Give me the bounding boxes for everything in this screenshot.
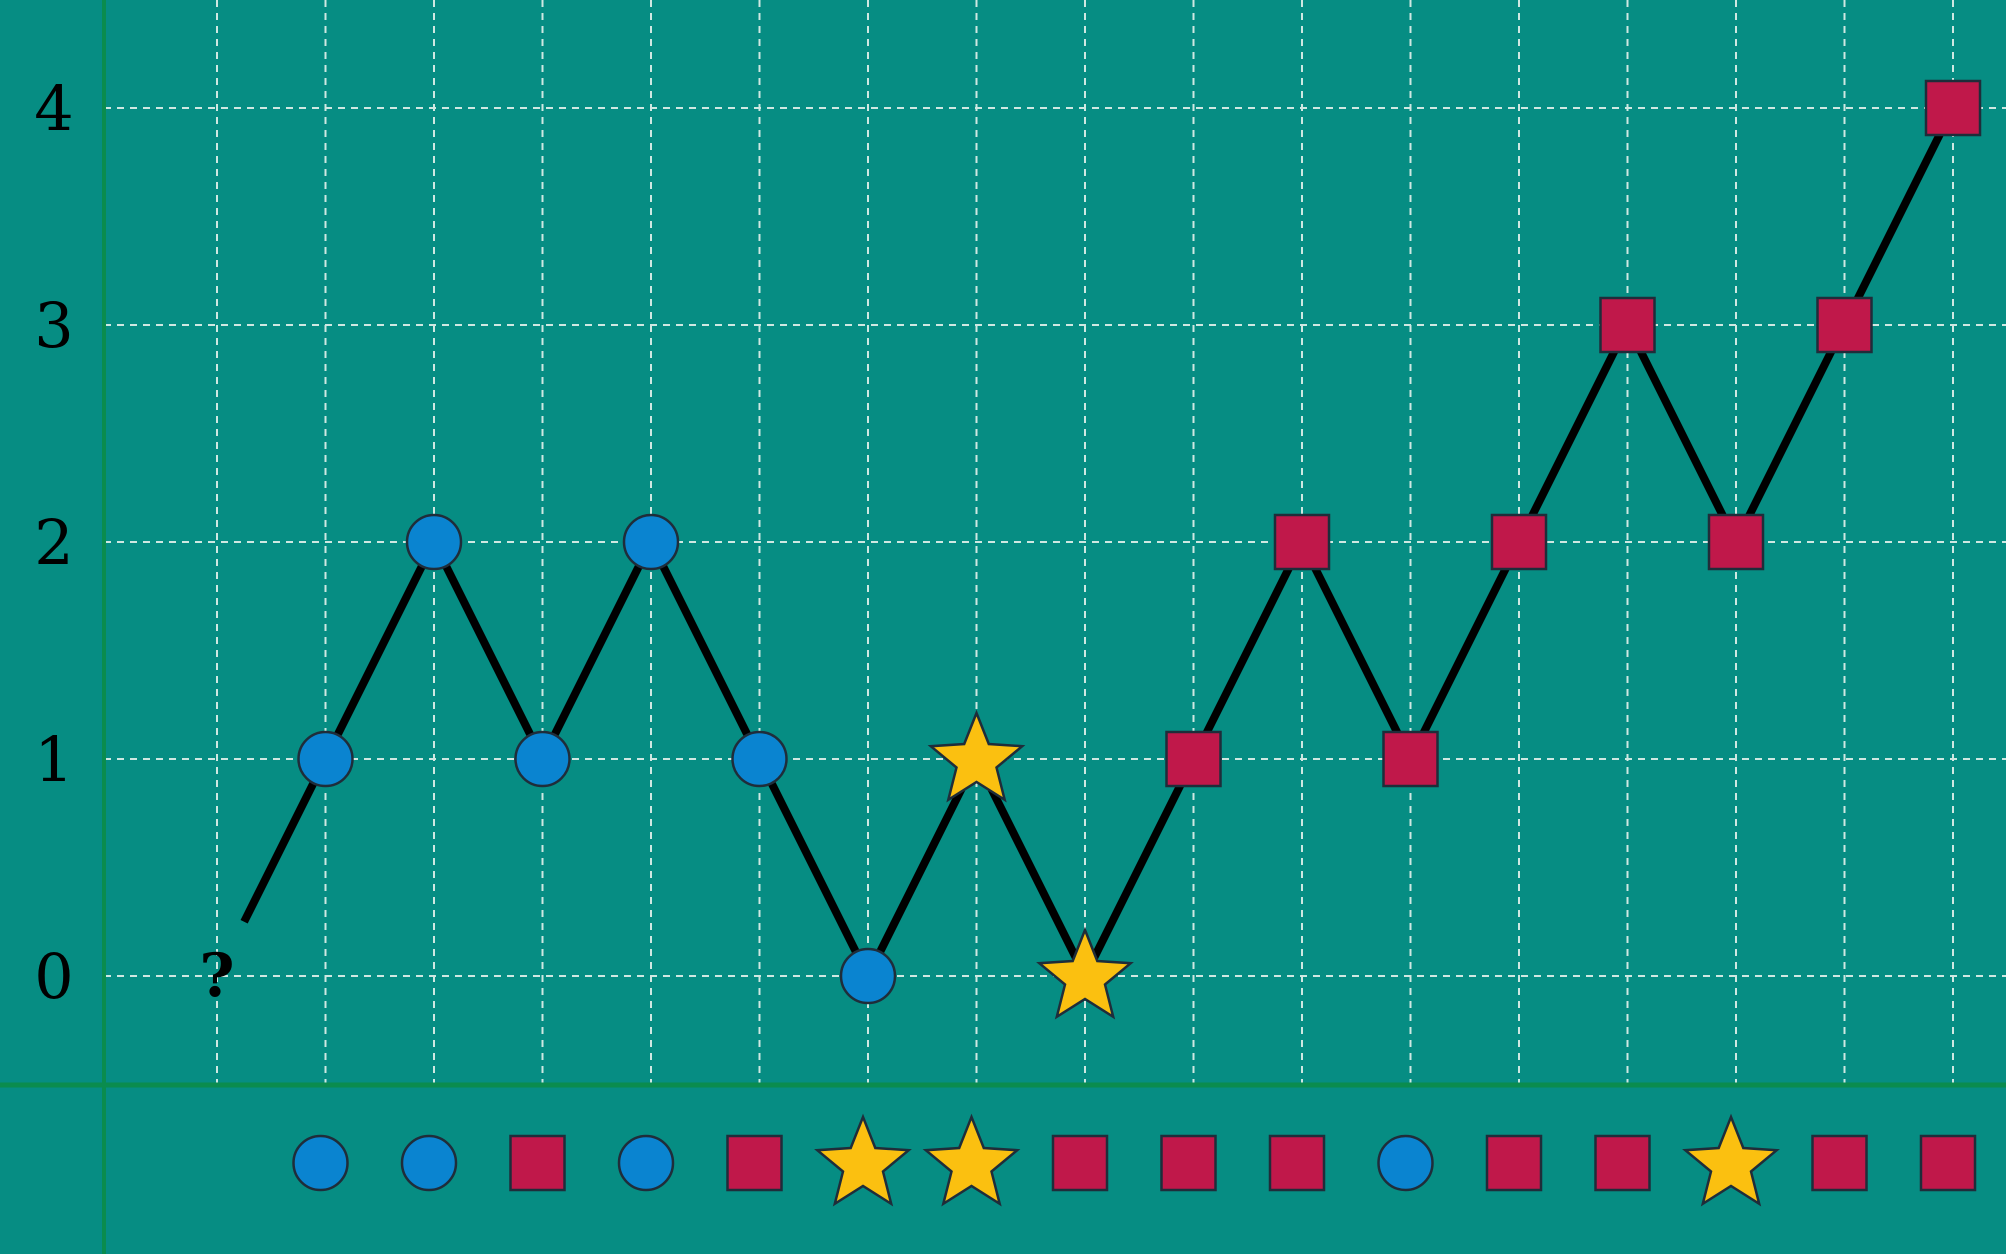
sequence-item-star (814, 1113, 912, 1207)
path-marker-square (1924, 79, 1982, 137)
y-tick-label: 2 (34, 506, 73, 579)
y-tick-labels: 0 1 2 3 4 (34, 72, 73, 1013)
sequence-item-star (1682, 1113, 1780, 1207)
y-tick-label: 3 (34, 289, 73, 362)
sequence-item-square (1051, 1134, 1109, 1192)
sequence-item-square (1811, 1134, 1868, 1192)
sequence-item-square (509, 1134, 566, 1192)
sequence-item-circle (617, 1134, 675, 1192)
sequence-item-circle (400, 1134, 458, 1192)
unknown-start-marker: ? (199, 941, 234, 1011)
sequence-item-square (726, 1134, 783, 1192)
path-marker-square (1816, 296, 1873, 354)
path-marker-circle (731, 730, 788, 788)
sequence-item-circle (292, 1134, 349, 1192)
y-tick-label: 0 (34, 940, 73, 1013)
sequence-item-square (1594, 1134, 1651, 1192)
path-marker-circle (297, 730, 354, 788)
path-marker-circle (622, 513, 680, 571)
path-marker-star (927, 709, 1026, 803)
path-marker-square (1165, 730, 1222, 788)
path-marker-square (1599, 296, 1656, 354)
path-marker-square (1490, 513, 1548, 571)
y-tick-label: 1 (34, 723, 73, 796)
sequence-item-circle (1377, 1134, 1434, 1192)
path-marker-square (1273, 513, 1331, 571)
path-marker-circle (839, 947, 897, 1005)
sequence-row (292, 1113, 1977, 1207)
sequence-item-square (1160, 1134, 1217, 1192)
sequence-item-square (1268, 1134, 1326, 1192)
path-marker-circle (514, 730, 571, 788)
path-marker-star (1036, 926, 1134, 1020)
sequence-item-square (1919, 1134, 1977, 1192)
sequence-item-star (922, 1113, 1021, 1207)
path-marker-square (1707, 513, 1765, 571)
y-tick-label: 4 (34, 72, 73, 145)
path-marker-circle (405, 513, 463, 571)
sequence-item-square (1485, 1134, 1543, 1192)
path-marker-square (1382, 730, 1439, 788)
path-markers (297, 79, 1982, 1020)
